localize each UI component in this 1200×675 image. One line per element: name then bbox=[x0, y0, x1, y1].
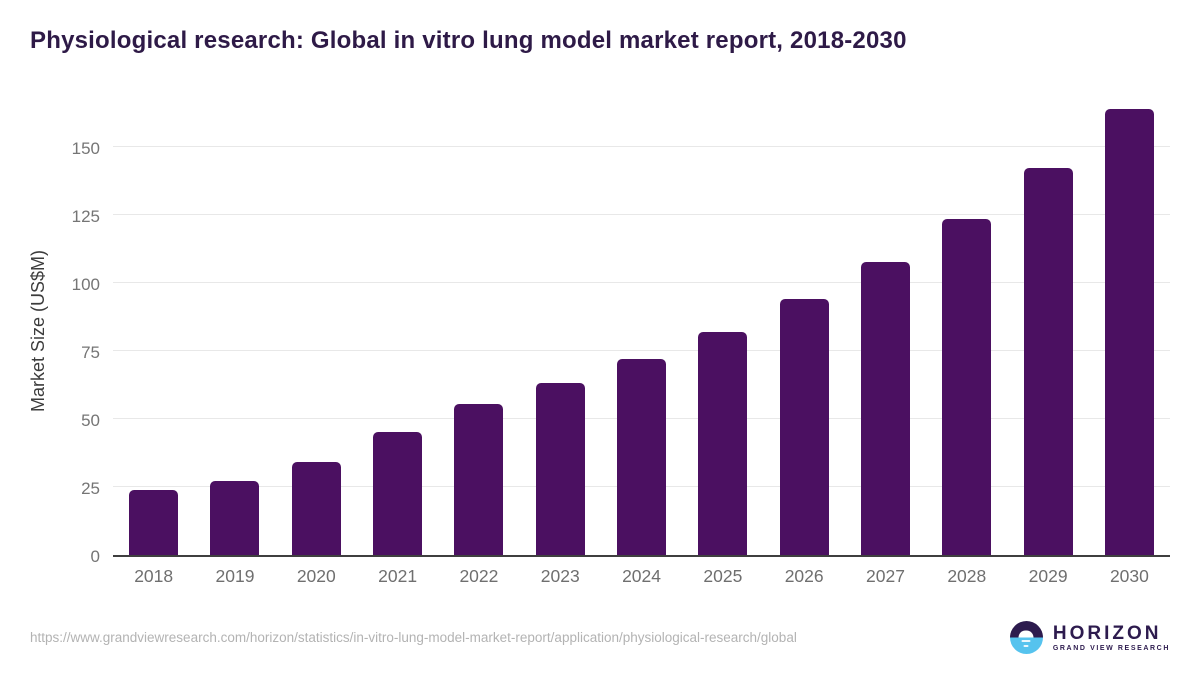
source-url: https://www.grandviewresearch.com/horizo… bbox=[30, 629, 797, 645]
bar-2027[interactable] bbox=[860, 261, 910, 555]
chart-title: Physiological research: Global in vitro … bbox=[30, 27, 907, 54]
x-tick-label: 2030 bbox=[1109, 566, 1149, 586]
y-tick-label: 125 bbox=[71, 206, 100, 226]
bar-2019[interactable] bbox=[210, 481, 260, 555]
x-tick-label: 2025 bbox=[703, 566, 743, 586]
x-tick-label: 2018 bbox=[134, 566, 174, 586]
bar-slot bbox=[1007, 105, 1088, 555]
gridline bbox=[113, 213, 1170, 215]
gridline bbox=[113, 349, 1170, 351]
x-tick-label: 2021 bbox=[378, 566, 418, 586]
bar-2024[interactable] bbox=[617, 359, 667, 555]
bar-slot bbox=[276, 105, 357, 555]
bar-slot bbox=[113, 105, 194, 555]
x-tick-label: 2028 bbox=[947, 566, 987, 586]
x-tick-label: 2027 bbox=[866, 566, 905, 586]
sun-icon bbox=[1018, 630, 1034, 638]
bar-slot bbox=[682, 105, 763, 555]
x-tick-label: 2019 bbox=[215, 566, 255, 586]
bar-slot bbox=[845, 105, 926, 555]
y-tick-label: 150 bbox=[71, 138, 100, 158]
x-axis-ticks: 2018 2019 2020 2021 2022 2023 2024 2025 2026 2027… bbox=[113, 566, 1170, 587]
bar-2022[interactable] bbox=[454, 404, 504, 555]
bar-2030[interactable] bbox=[1104, 109, 1154, 555]
bar-2029[interactable] bbox=[1023, 168, 1073, 555]
horizon-logo: HORIZON GRAND VIEW RESEARCH bbox=[1009, 621, 1170, 654]
gridline bbox=[113, 145, 1170, 147]
y-axis-ticks: 0 25 50 75 100 125 150 bbox=[0, 105, 100, 566]
logo-text: HORIZON GRAND VIEW RESEARCH bbox=[1053, 624, 1170, 652]
x-tick-label: 2022 bbox=[459, 566, 499, 586]
y-tick-label: 25 bbox=[81, 478, 100, 498]
bar-2021[interactable] bbox=[373, 431, 423, 555]
bar-slot bbox=[520, 105, 601, 555]
x-tick-label: 2020 bbox=[296, 566, 336, 586]
bar-2026[interactable] bbox=[779, 299, 829, 555]
bar-2020[interactable] bbox=[291, 461, 341, 555]
footer: https://www.grandviewresearch.com/horizo… bbox=[30, 610, 1170, 665]
bar-slot bbox=[194, 105, 275, 555]
wave-icon bbox=[1021, 640, 1031, 642]
wave-icon bbox=[1023, 644, 1029, 647]
bar-series bbox=[113, 105, 1170, 555]
x-tick-label: 2024 bbox=[622, 566, 661, 586]
bar-slot bbox=[357, 105, 438, 555]
bar-2025[interactable] bbox=[698, 332, 748, 555]
x-tick-label: 2023 bbox=[540, 566, 580, 586]
bar-slot bbox=[601, 105, 682, 555]
bar-slot bbox=[764, 105, 845, 555]
bar-slot bbox=[438, 105, 519, 555]
x-tick-label: 2026 bbox=[784, 566, 824, 586]
y-tick-label: 0 bbox=[90, 547, 100, 566]
bar-2028[interactable] bbox=[942, 219, 992, 555]
bar-slot bbox=[926, 105, 1007, 555]
gridline bbox=[113, 281, 1170, 283]
plot-area bbox=[113, 105, 1170, 557]
y-tick-label: 75 bbox=[81, 342, 100, 362]
x-tick-label: 2029 bbox=[1028, 566, 1068, 586]
logo-subtitle: GRAND VIEW RESEARCH bbox=[1052, 644, 1170, 652]
y-tick-label: 50 bbox=[81, 410, 100, 430]
logo-title: HORIZON bbox=[1052, 622, 1162, 644]
bar-2023[interactable] bbox=[535, 382, 585, 555]
bar-2018[interactable] bbox=[129, 490, 179, 555]
horizon-sunrise-icon bbox=[1009, 621, 1043, 654]
bar-slot bbox=[1089, 105, 1170, 555]
y-tick-label: 100 bbox=[71, 274, 100, 294]
